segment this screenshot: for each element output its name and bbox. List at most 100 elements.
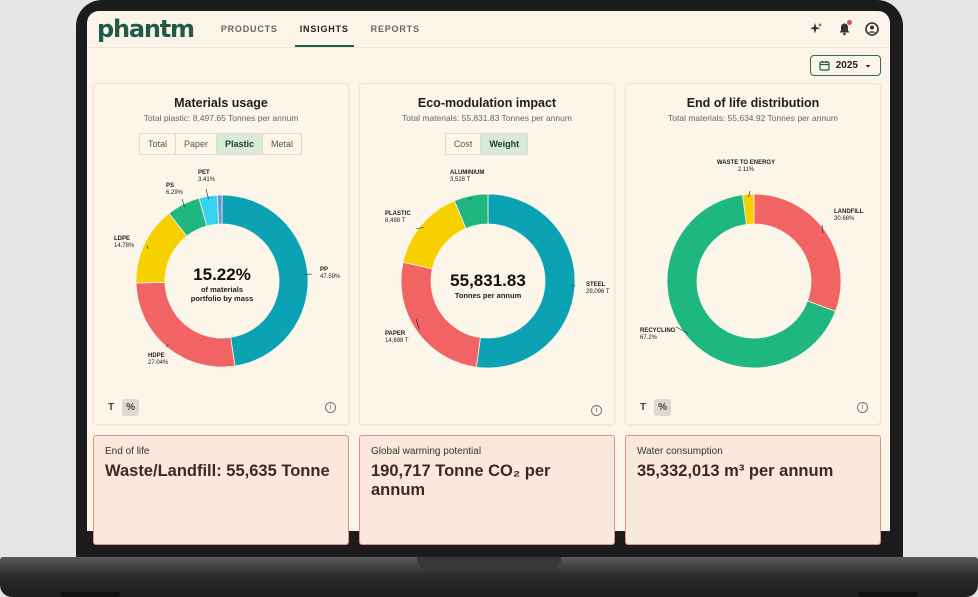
nav-products[interactable]: PRODUCTS xyxy=(220,24,278,34)
year-value: 2025 xyxy=(835,60,858,71)
leader-line xyxy=(181,198,185,208)
slice-value-label: 8,498 T xyxy=(385,218,406,224)
tab-paper[interactable]: Paper xyxy=(174,133,217,155)
leader-line xyxy=(165,344,169,348)
caret-down-icon xyxy=(865,64,871,67)
bell-icon[interactable] xyxy=(836,20,852,37)
card-subtitle: Total materials: 55,634.92 Tonnes per an… xyxy=(668,113,838,123)
eco-tabs: Cost Weight xyxy=(360,133,614,155)
slice-value-label: 30.68% xyxy=(834,216,855,222)
card-subtitle: Total plastic: 8,497.65 Tonnes per annum xyxy=(143,113,299,123)
donut-slice-pp[interactable] xyxy=(221,194,309,367)
donut-slice-other[interactable] xyxy=(216,194,223,225)
slice-label: PS xyxy=(166,183,174,189)
metric-value: Waste/Landfill: 55,635 Tonne xyxy=(105,462,330,480)
leader-line xyxy=(821,224,824,234)
donut-slice-recycling[interactable] xyxy=(666,194,837,369)
card-title: End of life distribution xyxy=(686,96,820,110)
info-icon[interactable]: i xyxy=(591,405,602,416)
leader-line xyxy=(304,273,313,276)
toolbar: 2025 xyxy=(87,47,890,83)
slice-value-label: 2.11% xyxy=(738,167,755,173)
unit-percent-button[interactable]: % xyxy=(122,399,140,416)
metric-label: Water consumption xyxy=(637,446,723,457)
slice-label: LDPE xyxy=(114,236,130,242)
app-logo[interactable]: phantm xyxy=(97,15,195,43)
donut-slice-waste-to-energy[interactable] xyxy=(742,193,755,225)
slice-label: PAPER xyxy=(385,331,406,337)
unit-percent-button[interactable]: % xyxy=(654,399,672,416)
eco-modulation-card: Eco-modulation impact Total materials: 5… xyxy=(359,83,615,425)
nav-insights[interactable]: INSIGHTS xyxy=(289,11,360,47)
donut-center-value: 55,831.83 xyxy=(450,271,526,290)
slice-value-label: 27.04% xyxy=(148,360,169,366)
leader-line xyxy=(415,318,420,330)
donut-center-sub: of materials xyxy=(201,285,243,294)
tab-cost[interactable]: Cost xyxy=(444,133,482,155)
materials-donut-chart: 15.22% of materials portfolio by mass PP… xyxy=(114,170,341,368)
slice-value-label: 6.29% xyxy=(166,190,184,196)
card-footer: T % i xyxy=(636,399,868,416)
top-bar: phantm PRODUCTS INSIGHTS REPORTS xyxy=(87,11,890,47)
metric-card-gwp[interactable]: Global warming potential 190,717 Tonne C… xyxy=(359,435,615,545)
donut-center-sub: Tonnes per annum xyxy=(455,291,522,300)
tab-weight[interactable]: Weight xyxy=(480,133,529,155)
slice-label: PET xyxy=(198,170,210,176)
metric-label: End of life xyxy=(105,446,150,457)
main-nav: PRODUCTS INSIGHTS REPORTS xyxy=(210,11,431,47)
leader-line xyxy=(571,284,576,287)
tab-metal[interactable]: Metal xyxy=(262,133,303,155)
metric-card-water[interactable]: Water consumption 35,332,013 m³ per annu… xyxy=(625,435,881,545)
donut-slice-plastic[interactable] xyxy=(402,200,467,270)
sparkle-icon[interactable] xyxy=(808,21,824,37)
metric-card-end-of-life[interactable]: End of life Waste/Landfill: 55,635 Tonne xyxy=(93,435,349,545)
slice-value-label: 29,096 T xyxy=(586,289,610,295)
card-title: Eco-modulation impact xyxy=(417,96,557,110)
metric-value: 35,332,013 m³ per annum xyxy=(637,462,834,480)
donut-center-value: 15.22% xyxy=(193,265,251,284)
slice-label: LANDFILL xyxy=(834,209,864,215)
slice-value-label: 14.78% xyxy=(114,243,135,249)
metric-value: 190,717 Tonne CO₂ per annum xyxy=(371,462,551,499)
slice-label: ALUMINIUM xyxy=(450,170,484,176)
slice-value-label: 3.41% xyxy=(198,177,216,183)
info-icon[interactable]: i xyxy=(857,402,868,413)
nav-reports[interactable]: REPORTS xyxy=(370,24,420,34)
slice-label: HDPE xyxy=(148,353,165,359)
slice-label: STEEL xyxy=(586,282,606,288)
account-icon[interactable] xyxy=(864,21,880,37)
notification-dot xyxy=(847,20,852,25)
slice-value-label: 14,698 T xyxy=(385,338,409,344)
donut-slice-aluminium[interactable] xyxy=(453,193,489,229)
slice-label: PLASTIC xyxy=(385,211,411,217)
unit-tonnes-button[interactable]: T xyxy=(640,402,647,413)
year-selector[interactable]: 2025 xyxy=(809,55,881,76)
laptop-foot-left xyxy=(60,592,120,597)
card-subtitle: Total materials: 55,831.83 Tonnes per an… xyxy=(402,113,572,123)
slice-value-label: 3,528 T xyxy=(450,177,471,183)
metric-cards: End of life Waste/Landfill: 55,635 Tonne… xyxy=(93,435,970,545)
material-tabs: Total Paper Plastic Metal xyxy=(94,133,348,155)
tab-total[interactable]: Total xyxy=(138,133,176,155)
leader-line xyxy=(205,188,209,200)
tab-plastic[interactable]: Plastic xyxy=(216,133,264,155)
unit-tonnes-button[interactable]: T xyxy=(108,402,115,413)
leader-line xyxy=(748,190,751,198)
leader-line xyxy=(675,326,689,334)
leader-line xyxy=(146,245,149,250)
metric-label: Global warming potential xyxy=(371,446,482,457)
info-icon[interactable]: i xyxy=(325,402,336,413)
laptop-notch xyxy=(417,557,561,569)
end-of-life-card: End of life distribution Total materials… xyxy=(625,83,881,425)
slice-value-label: 47.59% xyxy=(320,274,341,280)
materials-usage-card: Materials usage Total plastic: 8,497.65 … xyxy=(93,83,349,425)
donut-slice-steel[interactable] xyxy=(475,193,576,369)
slice-label: PP xyxy=(320,267,328,273)
card-title: Materials usage xyxy=(174,96,268,110)
leader-line xyxy=(415,226,424,230)
top-actions xyxy=(808,20,880,37)
card-footer: T % i xyxy=(104,399,336,416)
donut-slice-landfill[interactable] xyxy=(753,193,842,312)
